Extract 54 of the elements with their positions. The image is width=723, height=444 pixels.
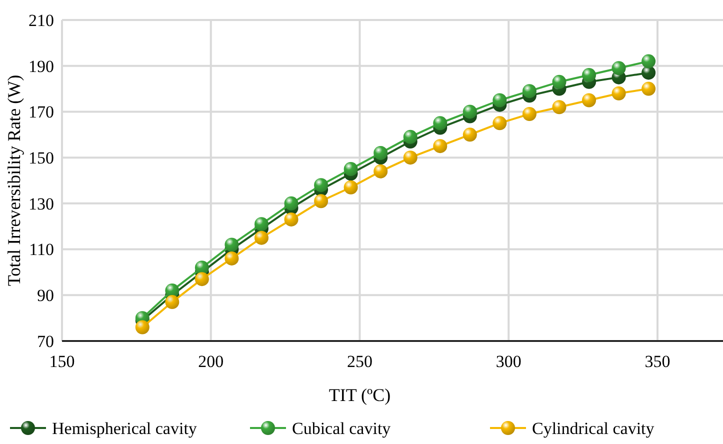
point xyxy=(194,272,209,286)
y-tick-label: 110 xyxy=(29,240,54,260)
point xyxy=(433,116,448,130)
legend-label: Cylindrical cavity xyxy=(532,418,655,438)
point xyxy=(433,139,448,154)
x-tick-label: 250 xyxy=(347,352,372,371)
x-axis-title: TIT (ºC) xyxy=(328,385,391,405)
point xyxy=(462,104,477,119)
point xyxy=(344,180,358,194)
point xyxy=(522,107,536,122)
point xyxy=(642,66,656,80)
legend-label: Hemispherical cavity xyxy=(52,418,198,438)
point xyxy=(284,212,298,226)
y-axis-title: Total Irreversibility Rate (W) xyxy=(4,74,24,286)
point xyxy=(165,295,180,310)
point xyxy=(194,260,209,275)
point xyxy=(492,93,507,108)
point xyxy=(224,251,239,266)
point xyxy=(314,194,328,208)
y-tick-label: 150 xyxy=(28,148,54,168)
x-tick-label: 200 xyxy=(198,352,224,371)
point xyxy=(582,93,596,108)
y-tick-label: 130 xyxy=(28,194,54,214)
point xyxy=(492,116,507,130)
point xyxy=(403,130,418,144)
y-tick-label: 70 xyxy=(37,332,54,351)
point xyxy=(284,196,298,210)
point xyxy=(165,284,180,298)
point xyxy=(374,146,388,160)
y-tick-label: 190 xyxy=(28,56,54,76)
point xyxy=(552,100,566,114)
point xyxy=(612,61,626,76)
x-tick-label: 350 xyxy=(644,352,670,371)
point xyxy=(462,128,477,142)
point xyxy=(224,238,239,252)
point xyxy=(552,74,566,89)
point xyxy=(612,86,626,100)
point xyxy=(582,68,596,82)
point xyxy=(135,320,150,334)
legend-label: Cubical cavity xyxy=(292,418,392,438)
point xyxy=(314,178,328,192)
point xyxy=(374,164,388,178)
y-tick-label: 210 xyxy=(28,10,54,30)
x-tick-label: 150 xyxy=(49,352,75,371)
y-tick-label: 170 xyxy=(28,102,54,122)
x-tick-label: 300 xyxy=(496,352,522,371)
point xyxy=(403,150,418,165)
point xyxy=(254,217,268,232)
y-tick-label: 90 xyxy=(37,286,54,306)
point xyxy=(642,82,656,96)
point xyxy=(344,162,358,176)
point xyxy=(522,84,536,98)
point xyxy=(642,54,656,68)
point xyxy=(254,230,268,245)
